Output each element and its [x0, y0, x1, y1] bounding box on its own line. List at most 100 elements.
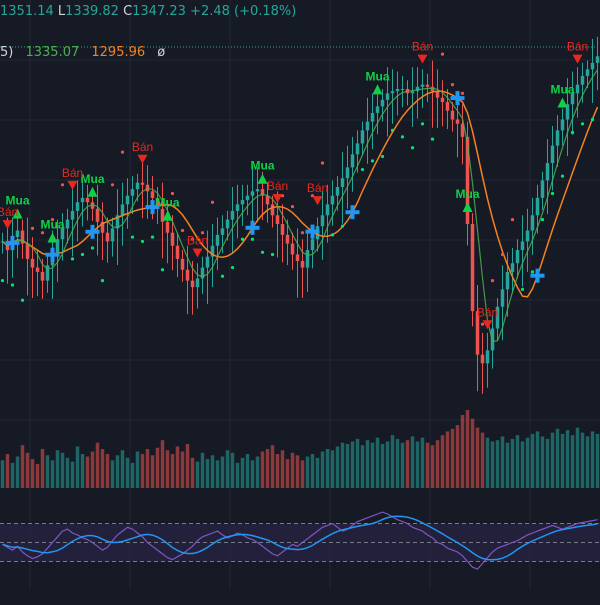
- candle-body: [485, 350, 490, 364]
- candle-body: [430, 86, 435, 92]
- sell-label: Bán: [267, 179, 288, 193]
- candle-body: [415, 86, 420, 92]
- candle-body: [345, 167, 350, 179]
- crossover-marker: [450, 91, 465, 106]
- candle-body: [265, 195, 270, 205]
- candle-body: [15, 230, 20, 238]
- psar-dot: [100, 279, 105, 283]
- candle-body: [455, 119, 460, 124]
- volume-bar: [310, 454, 315, 488]
- psar-dot: [190, 237, 195, 241]
- candle-body: [235, 204, 240, 211]
- candle-body: [170, 232, 175, 246]
- volume-bar: [265, 449, 270, 488]
- candle-body: [55, 239, 60, 255]
- volume-bar: [220, 456, 225, 488]
- crossover-marker: [85, 224, 100, 239]
- cross-v: [455, 91, 460, 106]
- volume-bar: [110, 460, 115, 488]
- volume-bar: [170, 454, 175, 488]
- volume-bar: [285, 459, 290, 488]
- candle-body: [580, 75, 585, 85]
- candle-body: [565, 104, 570, 120]
- candle-body: [275, 215, 280, 224]
- crossover-marker: [5, 235, 20, 250]
- volume-bar: [95, 442, 100, 488]
- candle-body: [495, 306, 500, 329]
- psar-dot: [340, 224, 345, 228]
- volume-bar: [140, 454, 145, 488]
- volume-bar: [305, 456, 310, 488]
- candle-body: [390, 91, 395, 94]
- volume-bar: [585, 436, 590, 488]
- volume-bar: [255, 456, 260, 488]
- volume-bar: [235, 462, 240, 488]
- candle-body: [500, 289, 505, 307]
- volume-bar: [450, 428, 455, 488]
- cross-v: [350, 205, 355, 220]
- psar-dot: [240, 237, 245, 241]
- volume-bar: [115, 455, 120, 488]
- candle-body: [215, 234, 220, 246]
- candle-body: [185, 269, 190, 281]
- volume-bar: [245, 454, 250, 488]
- candle-body: [75, 202, 80, 211]
- volume-bar: [335, 446, 340, 488]
- buy-arrow: [557, 97, 568, 108]
- psar-dot: [80, 252, 85, 257]
- candle-body: [375, 106, 380, 113]
- candle-body: [370, 112, 375, 122]
- cross-v: [50, 247, 55, 262]
- candle-body: [360, 130, 365, 144]
- sell-label: Bán: [567, 40, 588, 54]
- volume-bar: [90, 451, 95, 488]
- volume-bar: [410, 436, 415, 488]
- candle-body: [205, 256, 210, 268]
- psar-dot: [160, 268, 165, 272]
- psar-dot: [490, 279, 495, 283]
- volume-bar: [495, 440, 500, 488]
- candle-body: [200, 267, 205, 279]
- volume-bar: [205, 459, 210, 488]
- volume-bar: [60, 452, 65, 488]
- crossover-marker: [530, 268, 545, 283]
- ohlc-low-label: L: [57, 4, 66, 19]
- psar-dot: [370, 159, 375, 163]
- candle-body: [110, 228, 115, 242]
- volume-bar: [125, 457, 130, 488]
- volume-bar: [370, 442, 375, 488]
- parabolic-sar: [0, 52, 595, 326]
- volume-bar: [505, 442, 510, 488]
- candle-body: [220, 228, 225, 235]
- candle-body: [100, 221, 105, 233]
- candle-body: [365, 121, 370, 131]
- candle-body: [385, 93, 390, 100]
- volume-bar: [345, 443, 350, 488]
- psar-dot: [380, 154, 385, 159]
- buy-arrow: [257, 173, 268, 184]
- candle-body: [245, 195, 250, 201]
- candle-body: [590, 62, 595, 70]
- candle-body: [475, 311, 480, 355]
- psar-dot: [120, 150, 125, 154]
- volume-bar: [590, 431, 595, 488]
- candle-body: [285, 234, 290, 244]
- volume-bar: [240, 457, 245, 488]
- volume-bar: [535, 431, 540, 488]
- candle-body: [435, 91, 440, 98]
- candle-body: [420, 84, 425, 87]
- volume-bar: [105, 454, 110, 488]
- volume-bar: [355, 438, 360, 488]
- volume-bar: [210, 455, 215, 488]
- candle-body: [130, 189, 135, 196]
- candle-body: [555, 130, 560, 146]
- sell-label: Bán: [62, 166, 83, 180]
- psar-dot: [390, 128, 395, 132]
- volume-bar: [45, 455, 50, 488]
- buy-label: Mua: [456, 187, 480, 201]
- psar-dot: [570, 130, 575, 135]
- candle-body: [90, 202, 95, 209]
- candle-body: [505, 271, 510, 290]
